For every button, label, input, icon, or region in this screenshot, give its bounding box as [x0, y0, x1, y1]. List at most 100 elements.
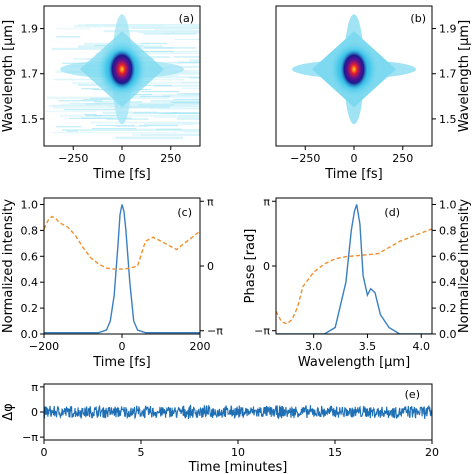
y-tick-label: 0.8 [21, 224, 39, 237]
noise-streak [132, 133, 200, 136]
noise-streak [159, 72, 200, 75]
x-axis-label: Time [fs] [92, 355, 150, 370]
noise-streak [103, 30, 200, 33]
noise-streak [132, 50, 174, 53]
x-tick-label: 200 [190, 340, 211, 353]
noise-streak [84, 113, 97, 116]
x-axis-label: Time [fs] [92, 167, 150, 182]
panel-label: (d) [384, 206, 400, 219]
x-tick-label: −250 [290, 152, 320, 165]
noise-streak [172, 52, 200, 54]
y-right-tick-label: 1.0 [439, 198, 457, 211]
noise-streak [55, 28, 91, 30]
noise-streak [166, 29, 187, 33]
noise-streak [133, 61, 200, 64]
plot-area-d [276, 204, 432, 334]
noise-streak [189, 59, 200, 62]
noise-streak [61, 103, 101, 106]
noise-streak [172, 62, 200, 64]
noise-streak [48, 105, 124, 107]
x-tick-label: 15 [328, 446, 342, 459]
x-tick-label: −200 [29, 340, 59, 353]
noise-streak [176, 117, 200, 120]
y-tick-label: 0 [263, 260, 270, 273]
noise-streak [106, 118, 149, 120]
plot-area-c [44, 204, 200, 334]
noise-streak [61, 129, 138, 131]
y-tick-label: 1.9 [21, 23, 39, 36]
noise-streak [124, 84, 173, 87]
y-tick-label: −π [254, 325, 270, 338]
frame-d [275, 197, 433, 335]
x-tick-label: 0 [351, 152, 358, 165]
panel-label: (b) [410, 12, 426, 25]
x-tick-label: 250 [392, 152, 413, 165]
noise-streak [153, 116, 200, 118]
y-tick-label: 1.0 [21, 198, 39, 211]
noise-streak [139, 95, 171, 98]
y-right-tick-label: 0.6 [439, 250, 457, 263]
x-tick-label: 10 [231, 446, 245, 459]
noise-streak [66, 130, 79, 132]
x-axis-label: Time [fs] [324, 167, 382, 182]
y-right-tick-label: −π [207, 325, 223, 338]
y-axis-label: Δφ [1, 403, 16, 420]
noise-streak [173, 98, 200, 101]
noise-streak [141, 91, 180, 93]
noise-streak [162, 94, 200, 97]
y-right-tick-label: 0.8 [439, 224, 457, 237]
noise-streak [140, 42, 168, 45]
y-tick-label: −π [22, 431, 38, 444]
noise-streak [83, 43, 113, 46]
noise-streak [189, 77, 200, 79]
noise-streak [115, 136, 184, 140]
noise-streak [143, 33, 197, 35]
noise-streak [133, 112, 178, 114]
noise-streak [173, 56, 200, 58]
noise-streak [104, 24, 126, 26]
x-tick-label: 4.0 [412, 340, 430, 353]
heatmap-core [340, 49, 368, 90]
noise-streak [55, 36, 81, 38]
panel-label: (e) [405, 388, 420, 401]
y-axis-label: Wavelength [μm] [457, 20, 472, 132]
y-right-tick-label: π [207, 195, 214, 208]
y-tick-label: π [263, 195, 270, 208]
noise-streak [154, 27, 194, 30]
x-tick-label: 0 [119, 152, 126, 165]
y-axis-label: Phase [rad] [243, 229, 258, 304]
noise-streak [174, 38, 200, 40]
noise-streak [153, 84, 200, 87]
y-tick-label: 1.5 [439, 113, 457, 126]
noise-streak [45, 110, 96, 113]
y-tick-label: 1.7 [21, 68, 39, 81]
noise-streak [138, 31, 200, 34]
noise-streak [161, 95, 200, 98]
noise-streak [170, 101, 200, 103]
x-tick-label: 3.5 [359, 340, 377, 353]
noise-streak [52, 132, 178, 134]
y-tick-label: 1.7 [439, 68, 457, 81]
x-tick-label: 3.0 [305, 340, 323, 353]
heatmap-b [292, 14, 416, 125]
noise-streak [96, 124, 135, 127]
noise-streak [115, 125, 149, 127]
y-right-tick-label: 0.0 [439, 328, 457, 341]
y-right-axis-label: Normalized intensity [457, 199, 472, 334]
noise-streak [139, 124, 178, 127]
x-tick-label: 0 [41, 446, 48, 459]
x-axis-label: Wavelength [μm] [298, 355, 410, 370]
phase-line [276, 228, 432, 325]
noise-streak [178, 115, 200, 118]
noise-streak [137, 104, 174, 106]
noise-streak [55, 126, 82, 128]
x-axis-label: Time [minutes] [188, 460, 288, 474]
y-tick-label: 0 [31, 406, 38, 419]
noise-streak [52, 107, 170, 109]
noise-streak [58, 100, 103, 102]
noise-streak [144, 47, 197, 49]
noise-streak [156, 128, 182, 130]
noise-streak [81, 88, 100, 90]
noise-streak [85, 115, 102, 117]
